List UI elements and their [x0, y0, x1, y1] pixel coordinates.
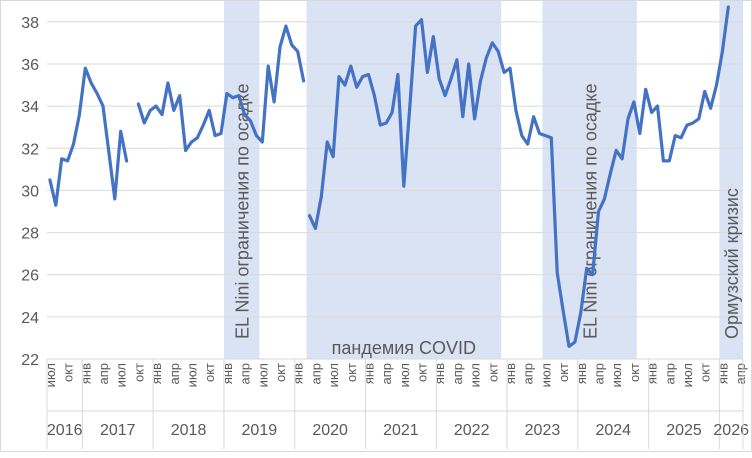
- y-tick-label: 24: [21, 310, 39, 327]
- month-tick-label: июл: [397, 363, 412, 387]
- shaded-bands: [223, 1, 743, 359]
- month-tick-label: окт: [344, 363, 359, 382]
- month-tick-label: апр: [167, 363, 182, 385]
- month-tick-label: июл: [185, 363, 200, 387]
- year-label: 2019: [242, 422, 278, 439]
- y-tick-label: 28: [21, 226, 39, 243]
- month-tick-label: июл: [43, 363, 58, 387]
- month-tick-label: янв: [645, 363, 660, 384]
- month-tick-label: янв: [361, 363, 376, 384]
- month-tick-label: окт: [61, 363, 76, 382]
- y-tick-label: 26: [21, 268, 39, 285]
- month-tick-label: июл: [468, 363, 483, 387]
- month-tick-label: апр: [733, 363, 748, 385]
- year-label: 2016: [47, 422, 83, 439]
- month-tick-label: июл: [114, 363, 129, 387]
- month-tick-label: апр: [662, 363, 677, 385]
- month-tick-label: апр: [450, 363, 465, 385]
- y-tick-label: 38: [21, 15, 39, 32]
- y-tick-label: 30: [21, 183, 39, 200]
- y-axis: 22 24 26 28 30 32 34 36 38: [21, 15, 39, 369]
- year-label: 2022: [454, 422, 490, 439]
- month-tick-label: окт: [202, 363, 217, 382]
- month-tick-label: янв: [432, 363, 447, 384]
- y-tick-label: 36: [21, 57, 39, 74]
- year-label: 2018: [171, 422, 207, 439]
- month-tick-label: апр: [521, 363, 536, 385]
- y-tick-label: 34: [21, 99, 39, 116]
- month-tick-label: апр: [238, 363, 253, 385]
- month-tick-label: окт: [627, 363, 642, 382]
- data-lines: [48, 5, 730, 348]
- month-tick-label: янв: [715, 363, 730, 384]
- month-tick-label: апр: [96, 363, 111, 385]
- month-tick-label: янв: [78, 363, 93, 384]
- month-tick-label: окт: [556, 363, 571, 382]
- month-tick-label: апр: [379, 363, 394, 385]
- month-tick-label: июл: [255, 363, 270, 387]
- y-tick-label: 32: [21, 141, 39, 158]
- year-label: 2020: [312, 422, 348, 439]
- shaded-band-3: [542, 1, 637, 359]
- series-line-segment-1: [48, 66, 129, 207]
- month-tick-label: янв: [149, 363, 164, 384]
- year-label: 2026: [713, 422, 749, 439]
- year-label: 2023: [525, 422, 561, 439]
- month-tick-label: янв: [574, 363, 589, 384]
- series-line-segment-3: [307, 5, 730, 348]
- month-tick-label: янв: [220, 363, 235, 384]
- month-tick-label: окт: [698, 363, 713, 382]
- month-tick-label: июл: [609, 363, 624, 387]
- band-label-4: Ормузский кризис: [722, 188, 742, 339]
- month-tick-label: янв: [503, 363, 518, 384]
- month-tick-label: окт: [131, 363, 146, 382]
- band-label-2: пандемия COVID: [332, 338, 476, 358]
- month-tick-label: июл: [538, 363, 553, 387]
- month-tick-label: окт: [415, 363, 430, 382]
- month-tick-label: янв: [291, 363, 306, 384]
- x-axis: июл окт янв апр июл окт янв апр июл окт янв апр июл о…: [43, 358, 749, 449]
- shaded-band-4: [719, 1, 743, 359]
- y-tick-label: 22: [21, 352, 39, 369]
- series-line-segment-2: [136, 24, 306, 152]
- year-label: 2025: [666, 422, 702, 439]
- year-label: 2021: [383, 422, 419, 439]
- year-label: 2024: [595, 422, 631, 439]
- month-tick-label: апр: [591, 363, 606, 385]
- year-label: 2017: [100, 422, 136, 439]
- month-tick-label: апр: [308, 363, 323, 385]
- month-tick-label: июл: [326, 363, 341, 387]
- band-label-1: EL Nini ограничения по осадке: [233, 84, 253, 339]
- shaded-band-1: [223, 1, 260, 359]
- month-tick-label: окт: [273, 363, 288, 382]
- month-tick-label: окт: [485, 363, 500, 382]
- month-tick-label: июл: [680, 363, 695, 387]
